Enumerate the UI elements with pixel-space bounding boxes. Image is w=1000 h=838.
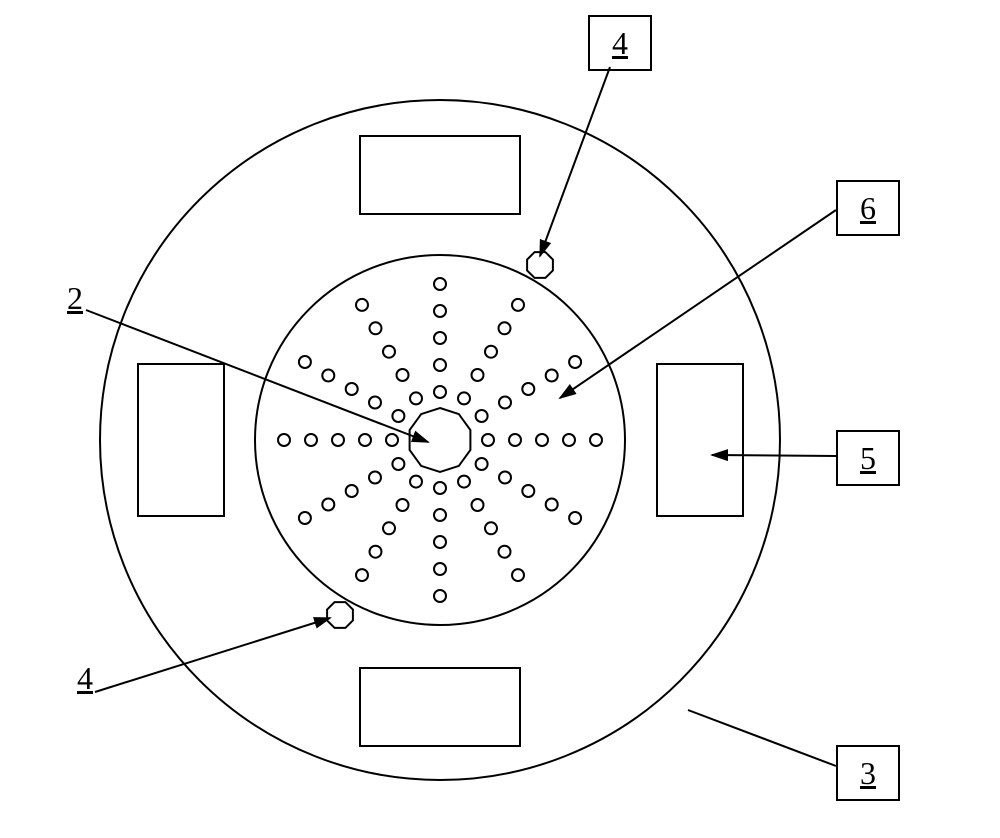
label-4-top: 4 (588, 15, 652, 71)
label-6: 6 (836, 180, 900, 236)
label-4-bottom: 4 (70, 660, 100, 697)
label-5: 5 (836, 430, 900, 486)
diagram-canvas: 4 6 5 3 2 4 (0, 0, 1000, 838)
label-3: 3 (836, 745, 900, 801)
diagram-svg (0, 0, 1000, 838)
label-2: 2 (60, 280, 90, 317)
